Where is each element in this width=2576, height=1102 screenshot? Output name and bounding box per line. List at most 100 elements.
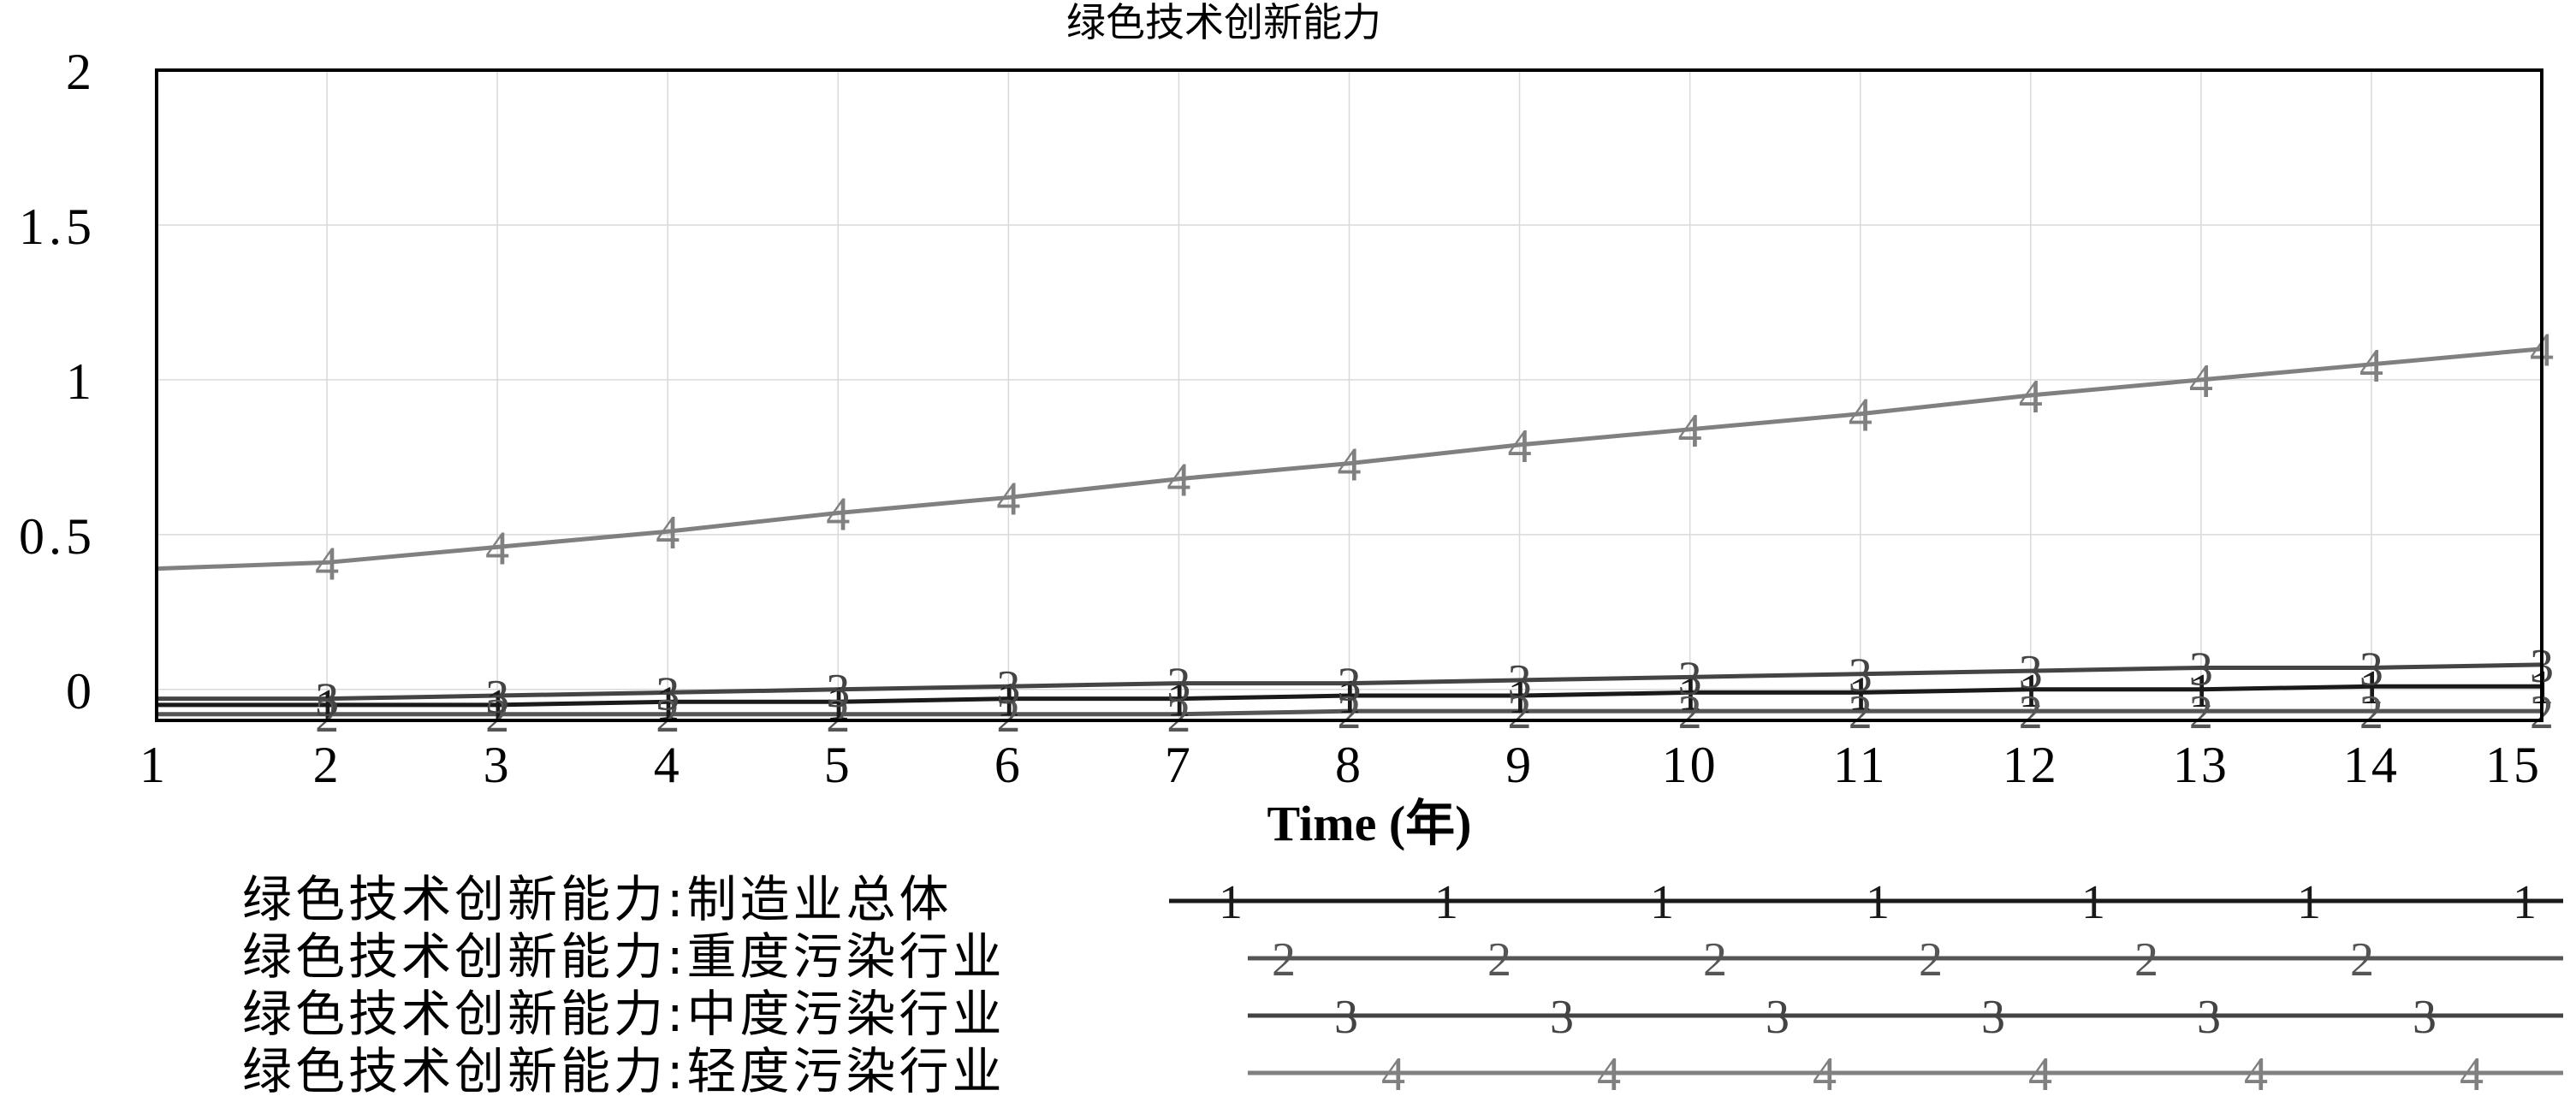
y-tick-label: 1.5 <box>19 198 96 255</box>
series-2-point: 2 <box>826 690 850 743</box>
series-4-point: 4 <box>2019 370 2043 424</box>
x-axis-ticks: 1 2 3 4 5 6 7 8 9 10 11 12 13 14 15 <box>139 737 2542 793</box>
y-tick-label: 2 <box>66 44 96 100</box>
x-tick-label: 11 <box>1833 737 1888 793</box>
series-1-point: 1 <box>315 680 339 733</box>
x-tick-label: 4 <box>654 737 682 793</box>
series-3-point: 3 <box>2019 646 2043 699</box>
series-4-point: 4 <box>1338 439 1362 492</box>
series-1-point: 1 <box>2019 665 2043 718</box>
series-line-3 <box>157 662 2543 702</box>
series-2-point: 2 <box>1166 690 1190 743</box>
series-4-point: 4 <box>1508 420 1532 473</box>
series-2-point: 2 <box>1338 686 1362 739</box>
series-line-2 <box>157 708 2542 717</box>
legend-marker-3: 3 <box>1334 991 1358 1044</box>
legend-label: 绿色技术创新能力:中度污染行业 <box>242 985 1006 1043</box>
series-2-point: 2 <box>315 690 339 743</box>
series-line-4 <box>156 347 2543 572</box>
series-1-point: 1 <box>1678 667 1702 720</box>
series-2-point: 2 <box>485 690 509 743</box>
x-tick-label: 2 <box>313 737 341 793</box>
x-tick-label: 6 <box>994 737 1023 793</box>
series-1-point: 1 <box>1508 671 1532 724</box>
series-2-point: 2 <box>1849 686 1873 739</box>
plot-area-frame <box>155 68 2543 722</box>
series-1-point: 1 <box>1338 671 1362 724</box>
legend-marker-2: 2 <box>2350 933 2374 986</box>
legend-marker-1: 1 <box>1219 876 1243 929</box>
series-2-point: 2 <box>996 690 1020 743</box>
legend-marker-1: 1 <box>2081 876 2105 929</box>
series-4-point: 4 <box>485 522 509 575</box>
legend-marker-3: 3 <box>1981 991 2005 1044</box>
series-1-point: 1 <box>2189 665 2213 718</box>
x-tick-label: 5 <box>824 737 852 793</box>
legend-marker-3: 3 <box>1766 991 1790 1044</box>
y-axis-ticks: 2 1.5 1 0.5 0 <box>19 44 96 720</box>
series-2-point: 2 <box>2019 686 2043 739</box>
series-4-point: 4 <box>2359 340 2383 393</box>
series-4-point: 4 <box>656 507 680 560</box>
series-2-point: 2 <box>2189 686 2213 739</box>
series-3-point: 3 <box>996 661 1020 714</box>
series-4-point: 4 <box>2189 355 2213 408</box>
x-tick-label: 10 <box>1662 737 1718 793</box>
legend-marker-4: 4 <box>2028 1048 2052 1101</box>
legend-marker-1: 1 <box>1650 876 1674 929</box>
series-4-point: 4 <box>1166 454 1190 507</box>
legend-marker-2: 2 <box>1272 933 1296 986</box>
y-tick-label: 0 <box>66 663 96 720</box>
series-3-point: 3 <box>656 667 680 720</box>
series-2-point: 2 <box>1508 686 1532 739</box>
legend-marker-4: 4 <box>2460 1048 2484 1101</box>
series-2-point: 2 <box>1678 686 1702 739</box>
legend-marker-1: 1 <box>2513 876 2537 929</box>
x-axis-label: Time (年) <box>1267 796 1472 851</box>
legend-marker-1: 1 <box>1866 876 1890 929</box>
legend-marker-4: 4 <box>1381 1048 1405 1101</box>
legend-marker-3: 3 <box>2197 991 2221 1044</box>
series-2-point: 2 <box>2359 686 2383 739</box>
series-line-1 <box>157 684 2542 708</box>
legend-marker-2: 2 <box>1919 933 1943 986</box>
series-3-point: 3 <box>2189 643 2213 696</box>
legend-marker-4: 4 <box>1813 1048 1837 1101</box>
legend-marker-3: 3 <box>1550 991 1574 1044</box>
series-1-point: 1 <box>1849 667 1873 720</box>
x-tick-label: 9 <box>1505 737 1534 793</box>
legend-label: 绿色技术创新能力:轻度污染行业 <box>242 1042 1006 1100</box>
y-tick-label: 0.5 <box>19 508 96 565</box>
legend-marker-1: 1 <box>1434 876 1458 929</box>
series-3-point: 3 <box>2359 643 2383 696</box>
series-3-point: 3 <box>485 671 509 724</box>
x-tick-label: 7 <box>1165 737 1193 793</box>
x-tick-label: 1 <box>139 737 168 793</box>
series-4-point: 4 <box>1678 405 1702 458</box>
x-tick-label: 14 <box>2343 737 2400 793</box>
series-3-point: 3 <box>1338 659 1362 712</box>
series-4-point: 4 <box>996 472 1020 525</box>
x-tick-label: 15 <box>2485 737 2542 793</box>
legend-marker-4: 4 <box>2244 1048 2268 1101</box>
series-1-point: 1 <box>1166 674 1190 727</box>
x-tick-label: 13 <box>2173 737 2229 793</box>
legend-marker-2: 2 <box>2134 933 2158 986</box>
series-2-point: 2 <box>656 690 680 743</box>
legend-marker-2: 2 <box>1703 933 1727 986</box>
series-4-point: 4 <box>315 537 339 590</box>
legend-marker-4: 4 <box>1597 1048 1621 1101</box>
y-tick-label: 1 <box>66 353 96 410</box>
x-tick-label: 8 <box>1335 737 1363 793</box>
legend-marker-2: 2 <box>1487 933 1511 986</box>
legend: 绿色技术创新能力:制造业总体 1 1 1 1 1 1 1 绿色技术创新能力:重度污染行业 2 2 2 2… <box>242 870 2563 1101</box>
series-1-point: 1 <box>485 680 509 733</box>
series-3-point: 3 <box>1678 652 1702 705</box>
series-3-point: 3 <box>315 674 339 727</box>
legend-marker-1: 1 <box>2297 876 2321 929</box>
series-1-point: 1 <box>2359 661 2383 714</box>
legend-label: 绿色技术创新能力:制造业总体 <box>242 870 953 928</box>
series-4-point: 4 <box>826 489 850 542</box>
series-3-point: 3 <box>1166 659 1190 712</box>
